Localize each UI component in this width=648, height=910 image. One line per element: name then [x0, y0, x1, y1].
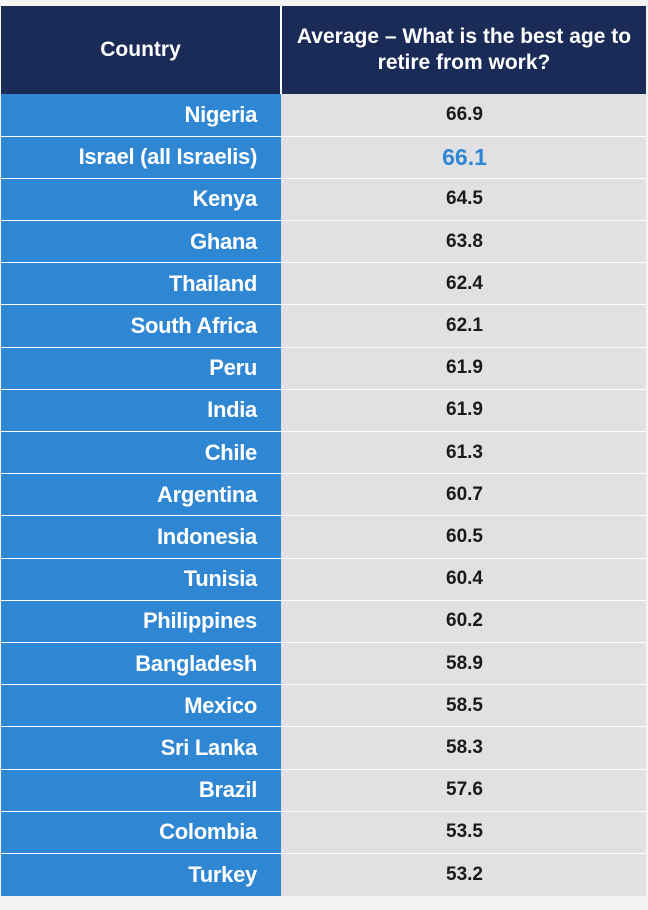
- country-cell: Brazil: [1, 768, 281, 812]
- table-row: Sri Lanka 58.3: [1, 726, 646, 769]
- table-row: Israel (all Israelis) 66.1: [1, 135, 646, 179]
- table-row: Bangladesh 58.9: [1, 641, 646, 685]
- table-row: Thailand 62.4: [1, 262, 646, 305]
- value-cell: 61.3: [281, 430, 646, 474]
- value-cell: 53.5: [281, 810, 646, 854]
- value-cell: 62.4: [281, 262, 646, 305]
- table-row: India 61.9: [1, 388, 646, 432]
- table-row: South Africa 62.1: [1, 304, 646, 348]
- country-cell: India: [1, 388, 281, 432]
- country-cell: Argentina: [1, 473, 281, 516]
- retirement-age-table-container: Country Average – What is the best age t…: [0, 6, 648, 896]
- table-row: Ghana 63.8: [1, 220, 646, 263]
- country-cell: Peru: [1, 346, 281, 390]
- value-cell: 58.3: [281, 726, 646, 769]
- country-cell: Mexico: [1, 684, 281, 727]
- value-cell: 57.6: [281, 768, 646, 812]
- value-cell: 64.5: [281, 177, 646, 221]
- value-cell: 61.9: [281, 388, 646, 432]
- country-cell: Thailand: [1, 262, 281, 305]
- table-row: Brazil 57.6: [1, 768, 646, 812]
- value-cell: 61.9: [281, 346, 646, 390]
- value-cell: 58.9: [281, 641, 646, 685]
- table-header: Country Average – What is the best age t…: [1, 6, 646, 94]
- value-cell: 60.7: [281, 473, 646, 516]
- country-cell: Philippines: [1, 599, 281, 643]
- retirement-age-table: Country Average – What is the best age t…: [1, 6, 646, 896]
- table-row: Nigeria 66.9: [1, 94, 646, 137]
- table-row: Colombia 53.5: [1, 810, 646, 854]
- country-cell: Ghana: [1, 220, 281, 263]
- country-cell: Turkey: [1, 852, 281, 896]
- value-cell: 66.9: [281, 94, 646, 137]
- table-body: Nigeria 66.9 Israel (all Israelis) 66.1 Keny…: [1, 94, 646, 896]
- country-cell: Israel (all Israelis): [1, 135, 281, 179]
- value-cell: 60.5: [281, 515, 646, 559]
- value-cell: 63.8: [281, 220, 646, 263]
- table-row: Tunisia 60.4: [1, 557, 646, 601]
- table-row: Kenya 64.5: [1, 177, 646, 221]
- value-cell: 58.5: [281, 684, 646, 727]
- country-cell: Sri Lanka: [1, 726, 281, 769]
- value-cell: 53.2: [281, 852, 646, 896]
- table-row: Turkey 53.2: [1, 852, 646, 896]
- country-cell: Bangladesh: [1, 641, 281, 685]
- value-cell: 62.1: [281, 304, 646, 348]
- country-cell: Colombia: [1, 810, 281, 854]
- value-column-header: Average – What is the best age to retire…: [281, 6, 646, 94]
- country-cell: Kenya: [1, 177, 281, 221]
- table-row: Philippines 60.2: [1, 599, 646, 643]
- country-column-header: Country: [1, 6, 282, 94]
- country-cell: Tunisia: [1, 557, 281, 601]
- table-row: Chile 61.3: [1, 430, 646, 474]
- table-row: Peru 61.9: [1, 346, 646, 390]
- value-cell-highlighted: 66.1: [281, 135, 646, 179]
- table-row: Indonesia 60.5: [1, 515, 646, 559]
- value-cell: 60.2: [281, 599, 646, 643]
- header-row: Country Average – What is the best age t…: [1, 6, 646, 94]
- country-cell: Chile: [1, 430, 281, 474]
- country-cell: Nigeria: [1, 94, 281, 137]
- table-row: Argentina 60.7: [1, 473, 646, 516]
- table-row: Mexico 58.5: [1, 684, 646, 727]
- country-cell: Indonesia: [1, 515, 281, 559]
- value-cell: 60.4: [281, 557, 646, 601]
- country-cell: South Africa: [1, 304, 281, 348]
